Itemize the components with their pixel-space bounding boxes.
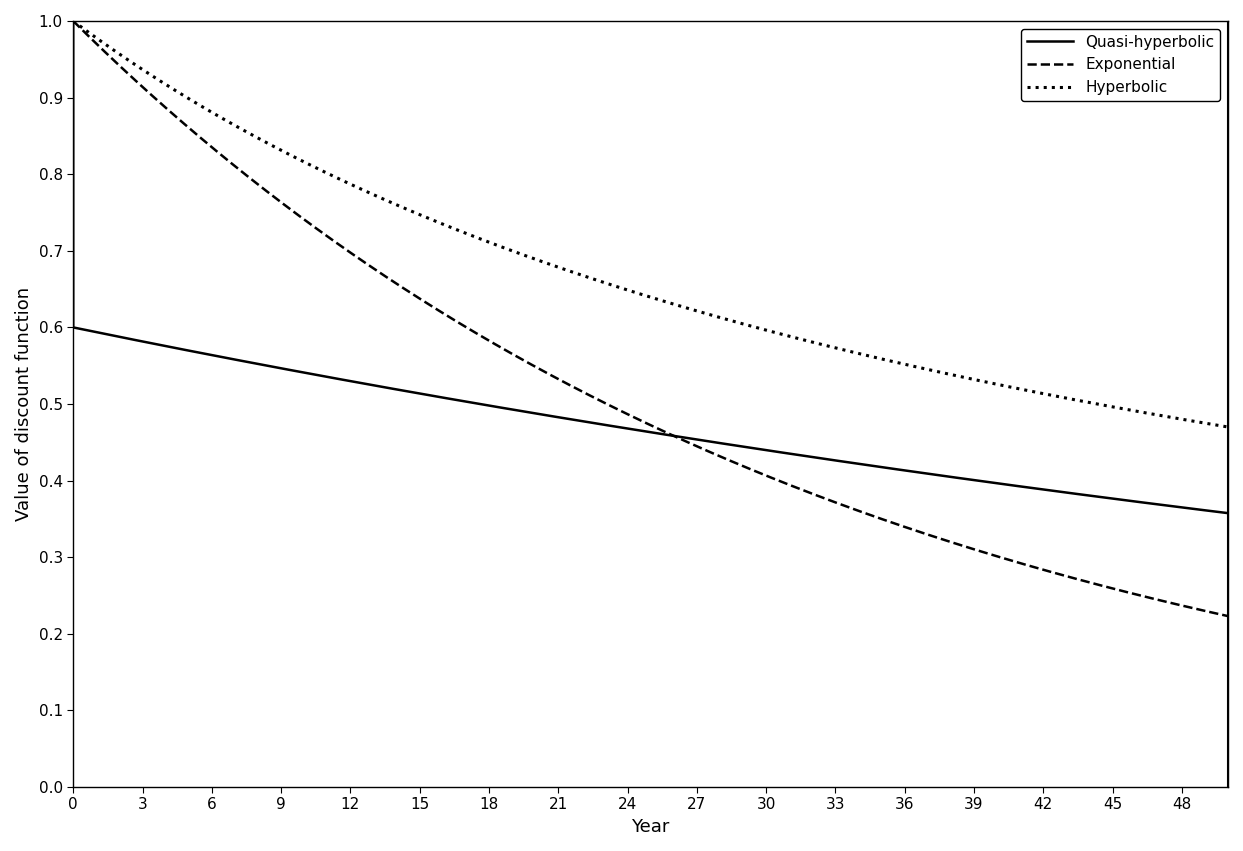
Hyperbolic (975, 376, 989, 386)
Line: Exponential: Exponential (73, 21, 1228, 616)
Hyperbolic (124, 58, 139, 68)
Exponential (66, 16, 81, 26)
Exponential (1187, 603, 1202, 614)
Hyperbolic (1221, 422, 1236, 432)
Exponential (597, 397, 612, 408)
Hyperbolic (597, 277, 612, 288)
Exponential (1187, 603, 1202, 614)
Hyperbolic (66, 16, 81, 26)
Exponential (124, 72, 139, 83)
Quasi-hyperbolic (989, 478, 1004, 488)
Line: Hyperbolic: Hyperbolic (73, 21, 1228, 427)
Line: Quasi-hyperbolic: Quasi-hyperbolic (73, 21, 1228, 513)
Quasi-hyperbolic (832, 456, 846, 466)
Quasi-hyperbolic (1221, 508, 1236, 518)
Quasi-hyperbolic (667, 431, 682, 442)
X-axis label: Year: Year (631, 818, 670, 836)
Legend: Quasi-hyperbolic, Exponential, Hyperbolic: Quasi-hyperbolic, Exponential, Hyperboli… (1021, 29, 1221, 101)
Quasi-hyperbolic (66, 16, 81, 26)
Quasi-hyperbolic (464, 397, 479, 408)
Exponential (628, 413, 643, 423)
Quasi-hyperbolic (931, 470, 946, 480)
Exponential (975, 547, 989, 557)
Hyperbolic (1187, 416, 1202, 426)
Hyperbolic (1187, 416, 1202, 426)
Quasi-hyperbolic (66, 323, 81, 333)
Hyperbolic (628, 287, 643, 297)
Exponential (1221, 611, 1236, 621)
Y-axis label: Value of discount function: Value of discount function (15, 287, 34, 521)
